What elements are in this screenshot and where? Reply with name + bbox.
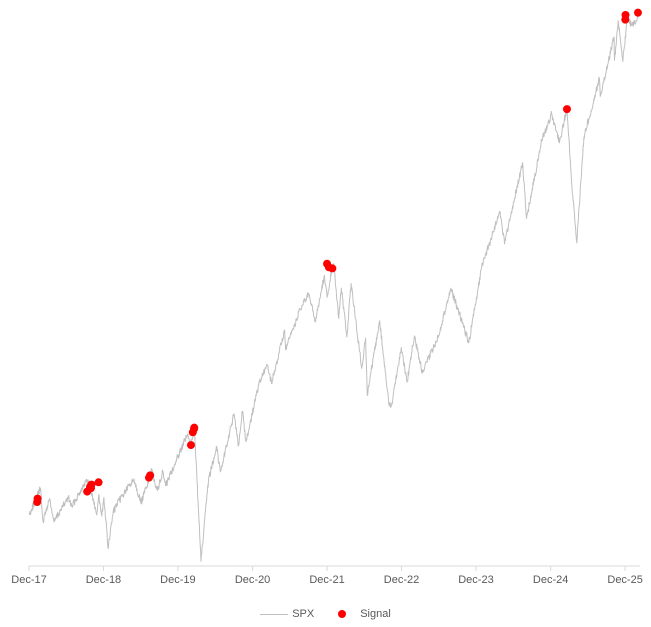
signal-point (562, 105, 571, 114)
signal-point (94, 478, 103, 487)
signal-point (190, 424, 199, 433)
legend: SPX Signal (0, 606, 651, 622)
legend-spx-label: SPX (292, 608, 315, 620)
x-tick-label: Dec-23 (458, 574, 493, 586)
x-axis-ticks: Dec-17 Dec-18 Dec-19 Dec-20 Dec-21 Dec-22 Dec-… (11, 566, 643, 586)
signal-point (621, 10, 630, 19)
spx-line (28, 12, 640, 562)
signal-point (87, 484, 96, 493)
x-tick-label: Dec-25 (607, 574, 642, 586)
legend-item-signal: Signal (328, 608, 391, 620)
legend-signal-dot-marker (338, 610, 347, 618)
legend-spx-line-marker (260, 613, 289, 615)
x-tick-label: Dec-17 (11, 574, 46, 586)
signal-point (633, 8, 642, 17)
legend-item-spx: SPX (260, 608, 314, 620)
x-tick-label: Dec-19 (160, 574, 195, 586)
signal-point (33, 494, 42, 503)
x-tick-label: Dec-24 (533, 574, 568, 586)
x-tick-label: Dec-18 (86, 574, 121, 586)
x-tick-label: Dec-21 (309, 574, 344, 586)
spx-series (28, 12, 640, 562)
signal-point (328, 264, 337, 273)
signal-point (146, 471, 155, 480)
signal-point (186, 441, 195, 450)
x-tick-label: Dec-20 (235, 574, 270, 586)
legend-signal-label: Signal (360, 608, 391, 620)
x-tick-label: Dec-22 (384, 574, 419, 586)
signal-series (33, 8, 642, 507)
